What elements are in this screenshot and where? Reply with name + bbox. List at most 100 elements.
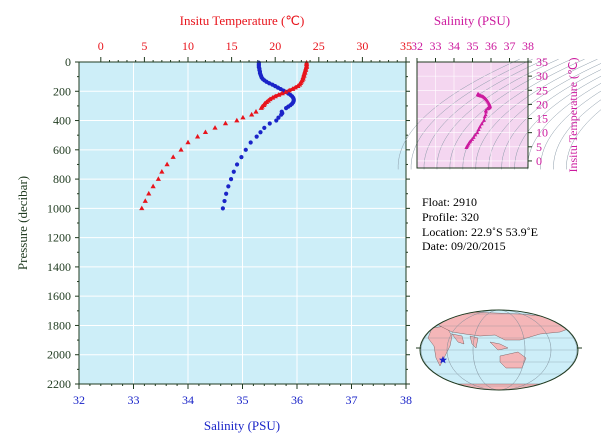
temperature-point [142, 198, 148, 203]
salinity-point [228, 176, 234, 182]
ts-temperature-axis-title: Insitu Temperature (℃) [566, 57, 580, 172]
ts-salinity-tick-label: 34 [448, 39, 460, 53]
world-map [416, 309, 582, 391]
salinity-point [276, 115, 281, 120]
temperature-point [222, 120, 229, 126]
salinity-point [224, 191, 229, 196]
ts-temperature-tick-label: 10 [536, 126, 548, 140]
pressure-tick-label: 1000 [47, 201, 71, 215]
profile-plot-frame [78, 61, 407, 385]
ts-temperature-tick-label: 20 [536, 97, 548, 111]
temperature-tick-label: 25 [313, 39, 325, 53]
pressure-axis-title: Pressure (decibar) [15, 176, 30, 270]
salinity-point [279, 112, 284, 117]
pressure-tick-label: 1200 [47, 231, 71, 245]
ts-point [479, 121, 484, 126]
salinity-axis-title: Salinity (PSU) [204, 418, 280, 433]
profile-plot: 0200400600800100012001400160018002000220… [15, 13, 412, 433]
salinity-point [254, 134, 259, 139]
temperature-point [286, 87, 292, 93]
salinity-point [248, 140, 253, 145]
temperature-point [170, 154, 176, 159]
temperature-point [212, 125, 218, 130]
temperature-tick-label: 20 [269, 39, 281, 53]
density-contour [449, 58, 572, 170]
density-contour [566, 109, 601, 170]
temperature-tick-label: 10 [182, 39, 194, 53]
temperature-axis-title: Insitu Temperature (℃) [180, 13, 305, 28]
temperature-point [258, 105, 264, 110]
salinity-point [231, 169, 236, 174]
temperature-point [283, 89, 289, 94]
density-contour [423, 58, 546, 170]
temperature-point [185, 139, 191, 145]
ts-point [476, 127, 481, 131]
density-contour [514, 75, 601, 170]
temperature-point [178, 147, 184, 152]
ts-temperature-tick-label: 5 [536, 140, 542, 154]
ts-salinity-tick-label: 35 [467, 39, 479, 53]
pressure-tick-label: 2000 [47, 348, 71, 362]
temperature-point [240, 114, 246, 120]
pressure-tick-label: 400 [53, 114, 71, 128]
ts-point [482, 114, 487, 119]
profile-plot-series [139, 59, 310, 211]
temperature-point [269, 95, 276, 100]
pressure-tick-label: 200 [53, 84, 71, 98]
salinity-point [243, 147, 248, 152]
salinity-point [234, 162, 240, 167]
ts-point [477, 124, 482, 129]
salinity-point [222, 198, 227, 204]
salinity-point [274, 118, 279, 123]
pressure-tick-label: 1800 [47, 318, 71, 332]
pressure-tick-label: 2200 [47, 377, 71, 391]
float-id: Float: 2910 [422, 195, 478, 209]
temperature-tick-label: 35 [400, 39, 412, 53]
temperature-point [290, 86, 296, 91]
density-contour [540, 90, 601, 170]
pressure-tick-label: 0 [65, 55, 71, 69]
temperature-point [159, 168, 165, 174]
salinity-point [262, 125, 267, 130]
world-map-outline [419, 309, 579, 391]
temperature-tick-label: 15 [226, 39, 238, 53]
temperature-point [253, 108, 259, 114]
density-contour [527, 83, 601, 170]
pressure-tick-label: 1400 [47, 260, 71, 274]
temperature-point [155, 176, 161, 181]
density-contour [553, 99, 601, 170]
ts-salinity-tick-label: 37 [504, 39, 516, 53]
ts-temperature-tick-label: 35 [536, 55, 548, 69]
float-location: Location: 22.9˚S 53.9˚E [422, 225, 538, 239]
ts-point [484, 109, 489, 114]
temperature-point [150, 183, 156, 189]
profile-number: Profile: 320 [422, 210, 479, 224]
salinity-point [226, 184, 231, 189]
pressure-tick-label: 1600 [47, 289, 71, 303]
ts-point [473, 132, 478, 137]
ts-temperature-tick-label: 30 [536, 69, 548, 83]
ts-salinity-tick-label: 36 [485, 39, 497, 53]
temperature-point [249, 111, 255, 117]
density-contour [397, 58, 520, 170]
ts-diagram-frame [416, 61, 529, 169]
pressure-tick-label: 800 [53, 172, 71, 186]
density-contour [436, 58, 559, 170]
ts-temperature-tick-label: 0 [536, 154, 542, 168]
density-contour [488, 63, 601, 170]
salinity-point [267, 81, 272, 86]
temperature-tick-label: 30 [356, 39, 368, 53]
temperature-tick-label: 5 [141, 39, 147, 53]
ts-salinity-tick-label: 32 [411, 39, 423, 53]
temperature-point [272, 93, 278, 99]
density-contour [475, 58, 598, 170]
salinity-point [258, 130, 263, 135]
ts-temperature-tick-label: 25 [536, 83, 548, 97]
density-contour [410, 58, 533, 170]
temperature-point [276, 92, 282, 97]
temperature-point [292, 84, 298, 90]
ts-salinity-tick-label: 38 [522, 39, 534, 53]
